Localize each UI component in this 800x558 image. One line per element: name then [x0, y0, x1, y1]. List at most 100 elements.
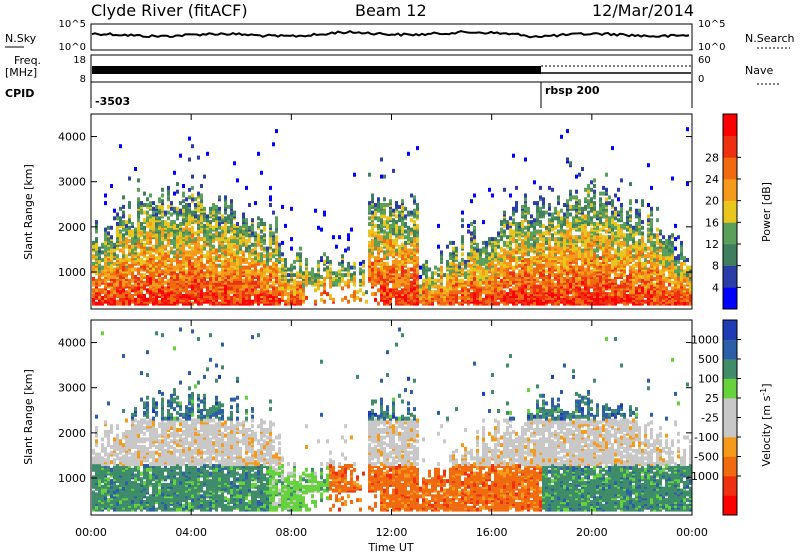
heatmap-cell: [155, 279, 158, 283]
heatmap-cell: [278, 298, 281, 302]
heatmap-cell: [134, 235, 137, 239]
heatmap-cell: [572, 256, 575, 260]
heatmap-cell: [473, 230, 476, 234]
heatmap-cell: [416, 249, 419, 253]
heatmap-cell: [182, 199, 185, 203]
heatmap-cell: [392, 218, 395, 222]
heatmap-cell: [515, 186, 518, 190]
heatmap-cell: [275, 241, 278, 245]
heatmap-cell: [512, 266, 515, 270]
heatmap-cell: [158, 243, 161, 247]
heatmap-cell: [251, 275, 254, 279]
heatmap-cell: [518, 222, 521, 226]
heatmap-cell: [467, 269, 470, 273]
heatmap-cell: [203, 224, 206, 228]
heatmap-cell: [170, 239, 173, 243]
heatmap-cell: [314, 273, 317, 277]
cpid-value-2: rbsp 200: [545, 84, 600, 97]
heatmap-cell: [116, 294, 119, 298]
heatmap-cell: [203, 237, 206, 241]
heatmap-cell: [260, 252, 263, 256]
heatmap-cell: [284, 288, 287, 292]
heatmap-cell: [164, 211, 167, 215]
heatmap-cell: [188, 302, 191, 306]
heatmap-cell: [128, 300, 131, 304]
heatmap-cell: [374, 266, 377, 270]
heatmap-cell: [479, 273, 482, 277]
heatmap-cell: [470, 237, 473, 241]
heatmap-cell: [401, 266, 404, 270]
heatmap-cell: [461, 218, 464, 222]
heatmap-cell: [146, 211, 149, 215]
heatmap-cell: [569, 254, 572, 258]
heatmap-cell: [512, 154, 515, 158]
heatmap-cell: [248, 203, 251, 207]
heatmap-cell: [131, 254, 134, 258]
heatmap-cell: [596, 214, 599, 218]
heatmap-cell: [488, 275, 491, 279]
heatmap-cell: [266, 298, 269, 302]
heatmap-cell: [191, 277, 194, 281]
heatmap-cell: [257, 252, 260, 256]
heatmap-cell: [566, 129, 569, 133]
heatmap-cell: [581, 271, 584, 275]
power-heatmap: [92, 127, 692, 305]
heatmap-cell: [548, 237, 551, 241]
heatmap-cell: [269, 252, 272, 256]
heatmap-cell: [113, 209, 116, 213]
heatmap-cell: [458, 279, 461, 283]
heatmap-cell: [482, 275, 485, 279]
heatmap-cell: [518, 228, 521, 232]
heatmap-cell: [542, 243, 545, 247]
heatmap-cell: [566, 199, 569, 203]
heatmap-cell: [191, 186, 194, 190]
heatmap-cell: [521, 224, 524, 228]
heatmap-cell: [368, 222, 371, 226]
heatmap-cell: [383, 230, 386, 234]
heatmap-cell: [545, 269, 548, 273]
heatmap-cell: [545, 286, 548, 290]
heatmap-cell: [593, 222, 596, 226]
heatmap-cell: [548, 260, 551, 264]
heatmap-cell: [557, 296, 560, 300]
heatmap-cell: [536, 249, 539, 253]
heatmap-cell: [590, 281, 593, 285]
heatmap-cell: [527, 292, 530, 296]
heatmap-cell: [275, 266, 278, 270]
heatmap-cell: [200, 205, 203, 209]
heatmap-cell: [593, 292, 596, 296]
heatmap-cell: [578, 216, 581, 220]
heatmap-cell: [557, 216, 560, 220]
heatmap-cell: [443, 273, 446, 277]
heatmap-cell: [368, 277, 371, 281]
heatmap-cell: [473, 247, 476, 251]
heatmap-cell: [278, 292, 281, 296]
heatmap-cell: [596, 235, 599, 239]
heatmap-cell: [131, 275, 134, 279]
heatmap-cell: [299, 262, 302, 266]
heatmap-cell: [203, 247, 206, 251]
heatmap-cell: [179, 247, 182, 251]
heatmap-cell: [290, 237, 293, 241]
heatmap-cell: [251, 269, 254, 273]
heatmap-cell: [299, 252, 302, 256]
heatmap-cell: [296, 275, 299, 279]
heatmap-cell: [188, 218, 191, 222]
heatmap-cell: [254, 271, 257, 275]
heatmap-cell: [242, 298, 245, 302]
heatmap-cell: [551, 279, 554, 283]
heatmap-cell: [395, 201, 398, 205]
heatmap-cell: [419, 275, 422, 279]
heatmap-cell: [518, 243, 521, 247]
heatmap-cell: [239, 230, 242, 234]
heatmap-cell: [149, 290, 152, 294]
heatmap-cell: [161, 269, 164, 273]
heatmap-cell: [131, 271, 134, 275]
heatmap-cell: [287, 279, 290, 283]
heatmap-cell: [215, 292, 218, 296]
heatmap-cell: [482, 247, 485, 251]
heatmap-cell: [188, 250, 191, 254]
heatmap-cell: [446, 273, 449, 277]
heatmap-cell: [359, 271, 362, 275]
heatmap-cell: [173, 220, 176, 224]
